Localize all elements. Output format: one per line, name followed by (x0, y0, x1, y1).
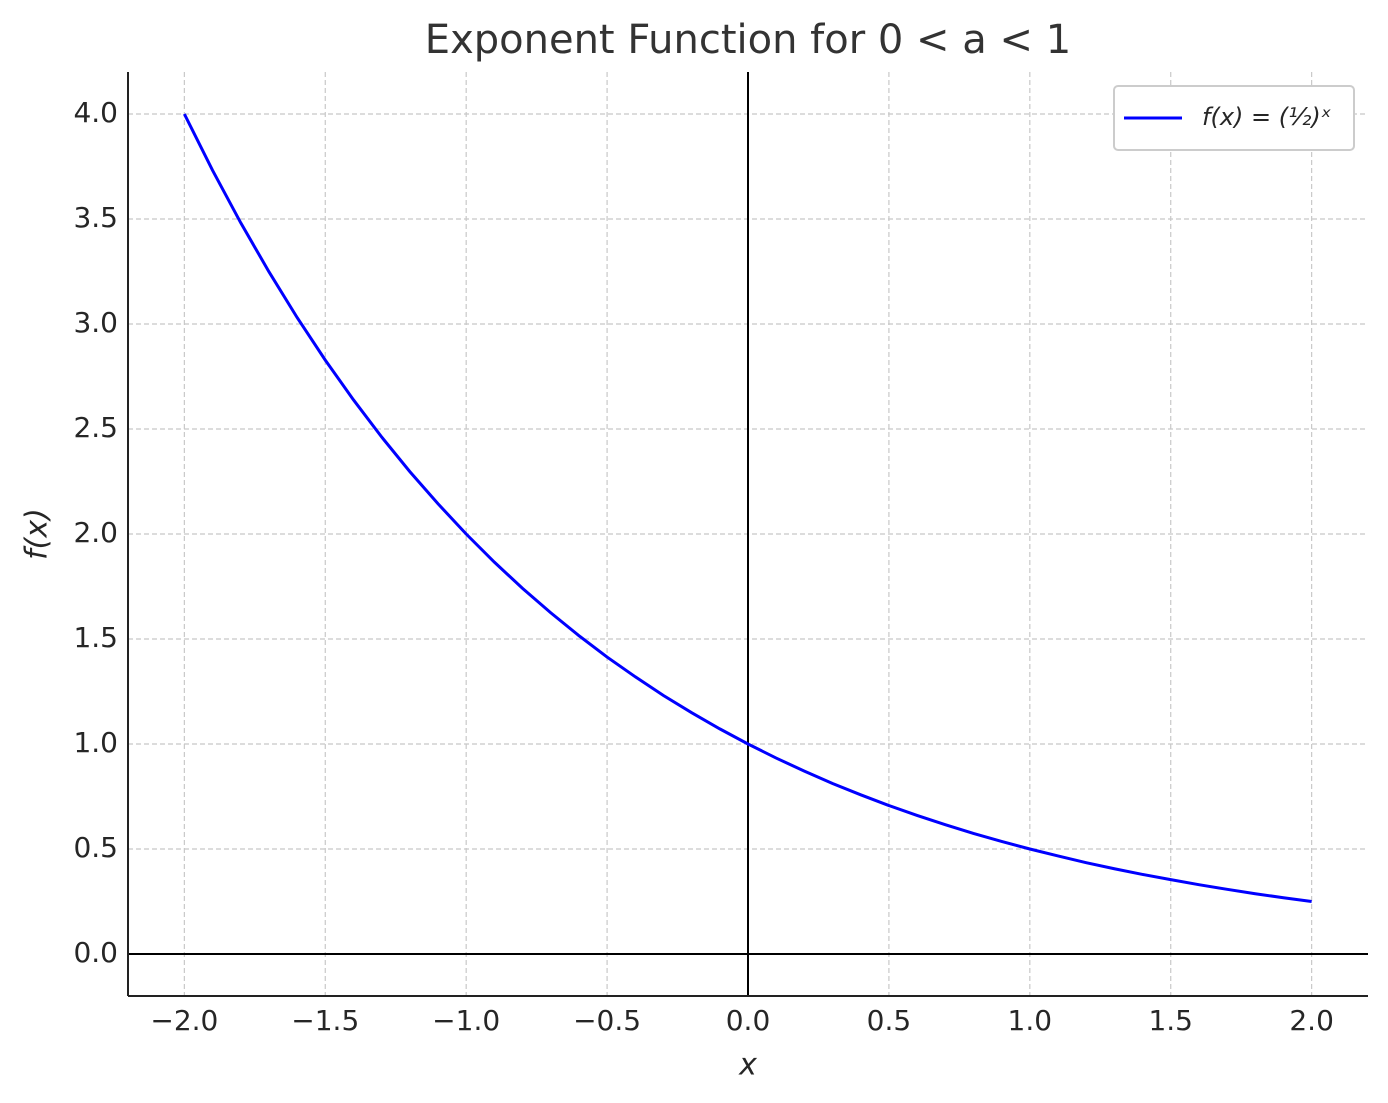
y-tick-label: 3.5 (73, 201, 118, 234)
y-tick-label: 3.0 (73, 306, 118, 339)
x-tick-label: 1.5 (1148, 1004, 1193, 1037)
legend-label: f(x) = (½)ˣ (1202, 103, 1331, 131)
x-tick-label: −1.5 (291, 1004, 359, 1037)
y-axis-label: f(x) (20, 508, 55, 560)
y-tick-label: 0.5 (73, 831, 118, 864)
y-tick-label: 0.0 (73, 936, 118, 969)
chart-title: Exponent Function for 0 < a < 1 (425, 17, 1071, 63)
legend: f(x) = (½)ˣ (1113, 85, 1355, 151)
y-tick-label: 1.0 (73, 726, 118, 759)
x-tick-label: 0.0 (726, 1004, 771, 1037)
x-tick-label: 2.0 (1289, 1004, 1334, 1037)
x-axis-label: x (738, 1048, 757, 1083)
y-tick-label: 1.5 (73, 621, 118, 654)
y-tick-label: 4.0 (73, 96, 118, 129)
x-tick-label: 0.5 (867, 1004, 912, 1037)
legend-box (1113, 85, 1355, 151)
x-tick-label: −0.5 (573, 1004, 641, 1037)
x-tick-label: 1.0 (1008, 1004, 1053, 1037)
x-tick-label: −2.0 (150, 1004, 218, 1037)
line-series (183, 113, 1312, 903)
y-tick-label: 2.5 (73, 411, 118, 444)
x-tick-label: −1.0 (432, 1004, 500, 1037)
y-tick-label: 2.0 (73, 516, 118, 549)
